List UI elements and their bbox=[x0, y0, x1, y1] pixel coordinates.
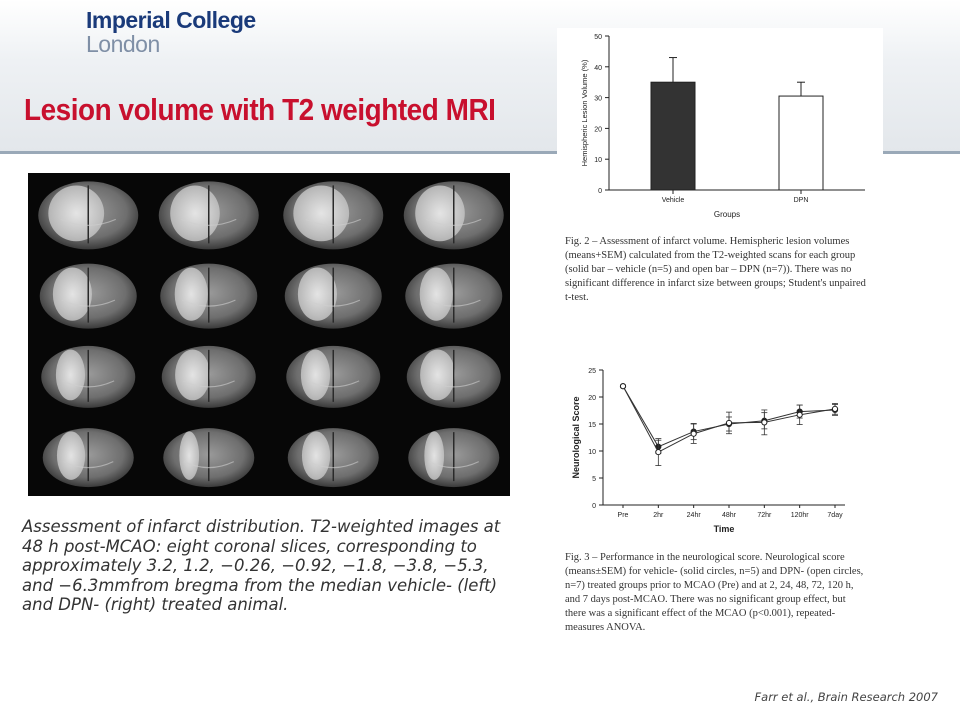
mri-lesion bbox=[301, 431, 331, 480]
mri-ventricle bbox=[307, 461, 359, 469]
mri-slice bbox=[408, 428, 500, 488]
mri-ventricle bbox=[307, 380, 360, 388]
header-divider bbox=[0, 151, 960, 154]
fig2-panel: 0 10 20 30 40 50 Vehicle DPN Groups Hemispheric L… bbox=[557, 28, 883, 318]
fig2-bar-chart: 0 10 20 30 40 50 Vehicle DPN Groups Hemispheric L… bbox=[580, 34, 865, 219]
college-logo: Imperial College London bbox=[86, 8, 256, 56]
mri-slice bbox=[283, 181, 384, 250]
mri-ventricle bbox=[428, 461, 480, 469]
mri-lesion bbox=[293, 185, 350, 242]
fig3-line-chart: 0 5 10 15 20 25 Pre 2hr 24hr 48hr 72hr 120hr 7day Tim… bbox=[571, 368, 845, 534]
mri-slice bbox=[158, 181, 259, 250]
mri-ventricle bbox=[426, 218, 482, 226]
mri-lesion bbox=[174, 267, 208, 321]
fig3-y-tick-label: 20 bbox=[588, 395, 596, 402]
fig3-y-tick-label: 10 bbox=[588, 449, 596, 456]
fig3-caption: Fig. 3 – Performance in the neurological… bbox=[565, 552, 864, 633]
mri-ventricle bbox=[305, 218, 361, 226]
mri-slice bbox=[38, 181, 139, 250]
fig3-data-point bbox=[690, 430, 697, 437]
fig3-x-tick-label: 48hr bbox=[722, 512, 737, 519]
fig3-x-tick-label: 2hr bbox=[653, 512, 664, 519]
mri-lesion bbox=[424, 431, 445, 480]
fig2-y-tick-label: 10 bbox=[594, 157, 602, 164]
fig3-x-tick-label: 24hr bbox=[687, 512, 702, 519]
mri-lesion bbox=[420, 349, 456, 401]
mri-lesion bbox=[419, 267, 453, 321]
fig2-y-axis-label: Hemispheric Lesion Volume (%) bbox=[580, 59, 589, 166]
mri-grid bbox=[38, 181, 504, 488]
fig2-x-tick-label: DPN bbox=[794, 197, 809, 204]
fig3-data-point bbox=[796, 411, 803, 418]
logo-line2: London bbox=[86, 31, 160, 57]
mri-ventricle bbox=[426, 299, 481, 307]
fig3-data-point bbox=[831, 405, 839, 412]
mri-slice bbox=[42, 428, 134, 488]
fig3-data-point bbox=[761, 419, 768, 426]
mri-lesion bbox=[55, 349, 86, 401]
fig2-y-tick-label: 50 bbox=[594, 34, 602, 41]
mri-lesion bbox=[297, 267, 337, 321]
mri-ventricle bbox=[62, 380, 115, 388]
fig3-y-tick-label: 0 bbox=[592, 503, 596, 510]
mri-slice bbox=[286, 345, 381, 408]
fig3-x-tick-label: 120hr bbox=[791, 512, 810, 519]
mri-slice bbox=[41, 345, 136, 408]
fig2-bar bbox=[778, 95, 824, 191]
mri-ventricle bbox=[60, 218, 116, 226]
citation: Farr et al., Brain Research 2007 bbox=[754, 690, 938, 704]
mri-ventricle bbox=[62, 461, 114, 469]
mri-slice bbox=[163, 428, 255, 488]
mri-ventricle bbox=[306, 299, 361, 307]
mri-lesion bbox=[48, 185, 105, 242]
fig2-y-tick-label: 30 bbox=[594, 96, 602, 103]
mri-lesion bbox=[170, 185, 220, 242]
fig3-x-axis-label: Time bbox=[714, 524, 735, 534]
fig3-x-tick-label: 7day bbox=[827, 512, 843, 519]
fig2-y-tick-label: 20 bbox=[594, 126, 602, 133]
mri-slice bbox=[403, 181, 504, 250]
fig2-x-axis-label: Groups bbox=[714, 210, 740, 219]
mri-slice bbox=[39, 263, 137, 329]
mri-ventricle bbox=[181, 299, 236, 307]
mri-slice bbox=[160, 263, 258, 329]
mri-slice bbox=[287, 428, 379, 488]
mri-slices-image bbox=[28, 173, 510, 496]
mri-lesion bbox=[175, 349, 211, 401]
fig2-y-tick-label: 0 bbox=[598, 188, 602, 195]
mri-ventricle bbox=[181, 218, 237, 226]
fig3-y-axis-label: Neurological Score bbox=[571, 396, 581, 478]
mri-lesion bbox=[52, 267, 92, 321]
mri-ventricle bbox=[182, 380, 235, 388]
mri-slice bbox=[284, 263, 382, 329]
mri-lesion bbox=[415, 185, 465, 242]
fig3-y-tick-label: 15 bbox=[588, 422, 596, 429]
fig3-panel: 0 5 10 15 20 25 Pre 2hr 24hr 48hr 72hr 120hr 7day Tim… bbox=[557, 358, 883, 648]
fig2-x-tick-label: Vehicle bbox=[662, 197, 685, 204]
fig2-bar bbox=[650, 81, 696, 191]
fig3-data-point bbox=[655, 448, 662, 456]
fig2-y-tick-label: 40 bbox=[594, 65, 602, 72]
mri-ventricle bbox=[183, 461, 235, 469]
mri-slice bbox=[405, 263, 503, 329]
mri-lesion bbox=[56, 431, 86, 480]
fig3-data-point bbox=[619, 383, 627, 390]
slide-title: Lesion volume with T2 weighted MRI bbox=[24, 92, 496, 127]
fig3-data-point bbox=[725, 419, 733, 427]
mri-lesion bbox=[179, 431, 200, 480]
logo-line1: Imperial College bbox=[86, 7, 256, 33]
mri-slice bbox=[161, 345, 256, 408]
fig3-x-tick-label: Pre bbox=[618, 512, 629, 519]
mri-lesion bbox=[300, 349, 331, 401]
mri-ventricle bbox=[61, 299, 116, 307]
mri-caption: Assessment of infarct distribution. T2-w… bbox=[22, 517, 501, 614]
fig3-y-tick-label: 5 bbox=[592, 476, 596, 483]
fig3-y-tick-label: 25 bbox=[588, 368, 596, 375]
fig2-caption: Fig. 2 – Assessment of infarct volume. H… bbox=[565, 236, 866, 303]
mri-ventricle bbox=[427, 380, 480, 388]
mri-slice bbox=[406, 345, 501, 408]
fig3-x-tick-label: 72hr bbox=[757, 512, 772, 519]
